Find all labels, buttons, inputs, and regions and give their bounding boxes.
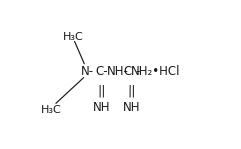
Text: N-: N-: [81, 65, 94, 78]
Text: C -: C -: [124, 65, 140, 78]
Text: NH₂•HCl: NH₂•HCl: [131, 65, 180, 78]
Text: NH-: NH-: [107, 65, 128, 78]
Text: NH: NH: [123, 101, 141, 114]
Text: H₃C: H₃C: [40, 105, 61, 115]
Text: H₃C: H₃C: [63, 32, 84, 42]
Text: NH: NH: [93, 101, 110, 114]
Text: ||: ||: [128, 84, 136, 97]
Text: C-: C-: [95, 65, 108, 78]
Text: ||: ||: [97, 84, 106, 97]
